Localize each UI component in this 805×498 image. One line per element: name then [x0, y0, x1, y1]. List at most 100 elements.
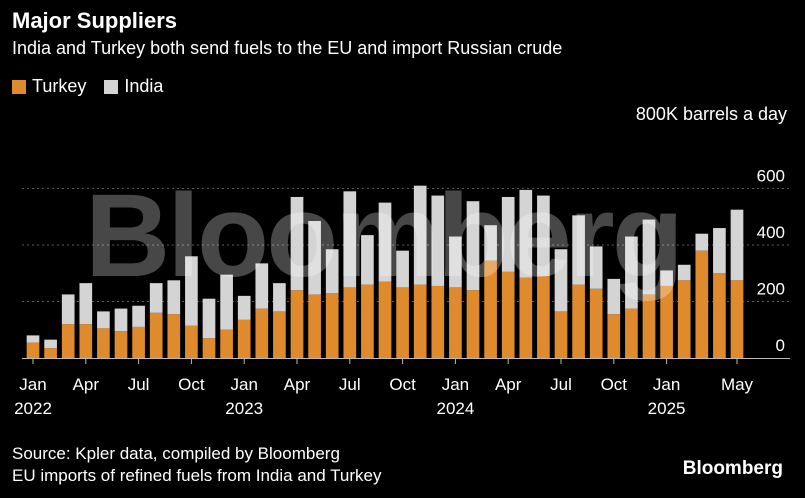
bar-turkey-2022-04 — [79, 324, 93, 358]
bar-india-2023-08 — [361, 235, 374, 285]
bar-turkey-2025-02 — [677, 280, 691, 358]
y-tick-label-600: 600 — [757, 167, 785, 186]
bar-india-2023-06 — [325, 249, 339, 294]
bar-turkey-2023-09 — [378, 281, 392, 358]
bar-turkey-2023-04 — [290, 290, 304, 358]
legend-label-turkey: Turkey — [32, 76, 87, 96]
bar-turkey-2024-11 — [625, 308, 638, 358]
bar-turkey-2022-10 — [185, 325, 198, 358]
bar-india-2024-03 — [484, 225, 497, 261]
bar-turkey-2022-03 — [61, 324, 75, 358]
bar-india-2022-09 — [167, 280, 181, 315]
bar-india-2024-04 — [501, 196, 515, 272]
bar-india-2024-05 — [519, 189, 533, 278]
bar-india-2024-08 — [572, 215, 585, 285]
legend: Turkey India — [12, 76, 181, 97]
bar-turkey-2022-02 — [44, 348, 57, 358]
bar-india-2022-04 — [79, 283, 93, 325]
bar-india-2022-12 — [220, 274, 233, 330]
bar-india-2022-01 — [26, 335, 40, 343]
bar-turkey-2023-06 — [325, 293, 339, 358]
bar-india-2024-02 — [466, 201, 480, 291]
x-tick-label-jul: Jul — [550, 375, 572, 394]
bar-turkey-2025-04 — [713, 273, 726, 358]
x-tick-label-apr: Apr — [284, 375, 311, 394]
chart-title: Major Suppliers — [12, 8, 178, 33]
legend-item-india: India — [104, 76, 163, 97]
bar-india-2023-04 — [290, 196, 304, 291]
bar-india-2022-11 — [202, 298, 216, 339]
bar-turkey-2022-01 — [26, 342, 40, 358]
bar-turkey-2023-07 — [343, 287, 357, 358]
bar-turkey-2024-09 — [589, 288, 603, 358]
bar-turkey-2022-06 — [114, 331, 128, 358]
y-axis-unit-label: 800K barrels a day — [635, 104, 787, 124]
bar-india-2022-02 — [44, 339, 57, 349]
bar-turkey-2023-03 — [273, 311, 286, 358]
bar-india-2025-02 — [677, 264, 691, 281]
bar-india-2023-07 — [343, 191, 357, 288]
bar-india-2024-09 — [589, 246, 603, 289]
bar-india-2023-01 — [237, 295, 251, 320]
bar-india-2022-03 — [61, 294, 75, 325]
bar-india-2024-12 — [642, 219, 656, 295]
y-tick-label-400: 400 — [757, 223, 785, 242]
bar-india-2023-03 — [273, 283, 286, 312]
bar-turkey-2024-05 — [519, 277, 533, 358]
bar-india-2023-12 — [431, 195, 445, 286]
bar-turkey-2022-08 — [149, 312, 163, 358]
bar-turkey-2024-06 — [537, 276, 550, 358]
bar-india-2024-11 — [625, 236, 638, 309]
x-tick-label-jul: Jul — [128, 375, 150, 394]
bar-turkey-2025-01 — [660, 285, 673, 358]
x-tick-label-may: May — [721, 375, 754, 394]
bar-india-2023-11 — [413, 185, 427, 285]
bar-turkey-2023-08 — [361, 284, 374, 358]
bar-turkey-2022-11 — [202, 338, 216, 358]
bar-india-2022-10 — [185, 256, 198, 326]
x-tick-label-apr: Apr — [495, 375, 522, 394]
bar-turkey-2024-03 — [484, 260, 497, 358]
x-year-label-2024: 2024 — [436, 399, 474, 418]
bar-turkey-2024-12 — [642, 294, 656, 358]
bar-turkey-2023-02 — [255, 308, 269, 358]
source-text: Source: Kpler data, compiled by Bloomber… — [12, 444, 340, 463]
bar-turkey-2023-05 — [308, 294, 321, 358]
x-tick-label-jan: Jan — [442, 375, 469, 394]
legend-swatch-turkey — [12, 79, 26, 94]
bar-turkey-2024-02 — [466, 290, 480, 358]
y-tick-label-200: 200 — [757, 280, 785, 299]
legend-label-india: India — [124, 76, 164, 96]
x-year-label-2025: 2025 — [648, 399, 686, 418]
bar-india-2024-07 — [554, 249, 568, 312]
bar-turkey-2023-12 — [431, 285, 445, 358]
chart-subtitle: India and Turkey both send fuels to the … — [12, 38, 563, 58]
x-tick-label-oct: Oct — [178, 375, 205, 394]
bar-india-2025-03 — [695, 233, 709, 251]
bar-india-2023-02 — [255, 263, 269, 309]
footnote-text: EU imports of refined fuels from India a… — [12, 466, 382, 485]
bar-india-2024-06 — [537, 195, 550, 277]
x-tick-label-jan: Jan — [653, 375, 680, 394]
bar-turkey-2023-01 — [237, 319, 251, 358]
bar-turkey-2023-10 — [396, 287, 409, 358]
source-note: Source: Kpler data, compiled by Bloomber… — [12, 443, 381, 487]
bar-turkey-2025-03 — [695, 250, 709, 358]
bar-turkey-2024-07 — [554, 311, 568, 358]
x-year-label-2023: 2023 — [225, 399, 263, 418]
x-tick-label-oct: Oct — [601, 375, 628, 394]
bar-turkey-2022-12 — [220, 329, 233, 358]
x-tick-label-oct: Oct — [389, 375, 416, 394]
bar-india-2024-10 — [607, 278, 621, 315]
bar-india-2024-01 — [449, 236, 462, 288]
bar-india-2023-09 — [378, 202, 392, 282]
bar-turkey-2025-05 — [730, 280, 744, 358]
bar-india-2022-07 — [132, 305, 145, 327]
bar-india-2022-08 — [149, 283, 163, 313]
bar-india-2023-10 — [396, 250, 409, 288]
bar-turkey-2024-10 — [607, 314, 621, 358]
bar-india-2022-06 — [114, 308, 128, 332]
legend-swatch-india — [104, 79, 119, 94]
x-year-label-2022: 2022 — [14, 399, 52, 418]
